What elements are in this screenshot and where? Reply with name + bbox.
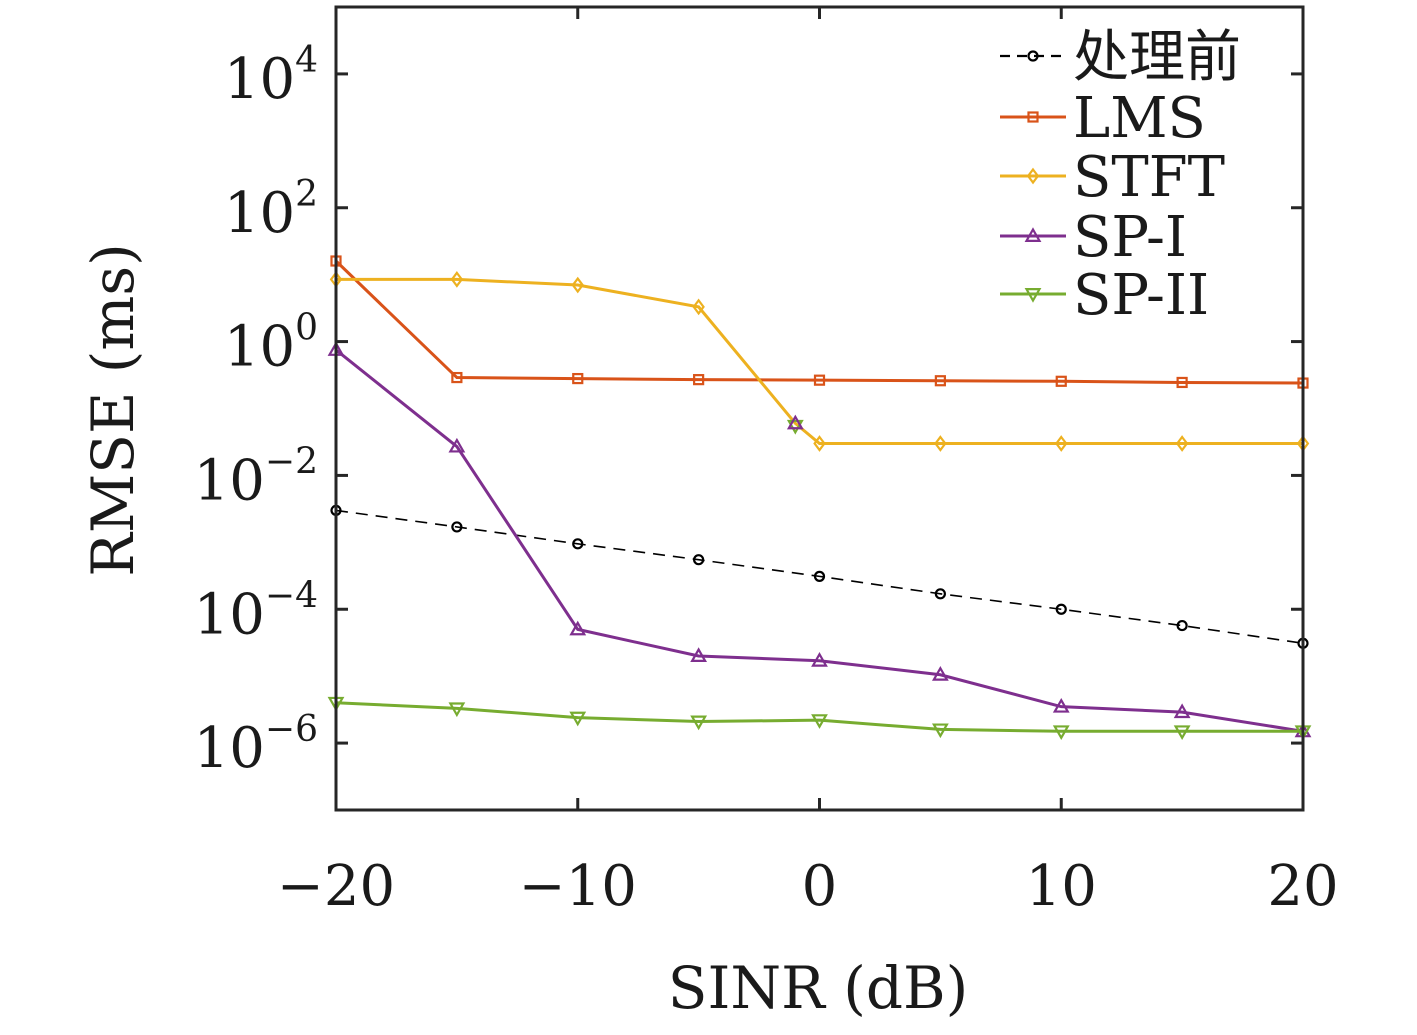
- y-axis-label: RMSE (ms): [79, 243, 147, 577]
- y-tick-label: 10−2: [194, 441, 318, 513]
- series-SP-I: [327, 341, 1312, 738]
- x-tick-label: −10: [519, 854, 637, 919]
- y-tick-label: 102: [224, 174, 318, 246]
- data-point: [1176, 619, 1188, 632]
- data-point: [1176, 376, 1188, 389]
- plot-area: [336, 7, 1303, 810]
- legend-entry: SP-II: [1000, 263, 1209, 328]
- series-line: [336, 277, 1303, 445]
- data-point: [569, 711, 587, 727]
- data-point: [1055, 603, 1067, 615]
- legend-entry: 处理前: [1000, 25, 1241, 90]
- series-SP-II: [327, 696, 1312, 741]
- legend-label: SP-I: [1073, 205, 1187, 270]
- data-point: [451, 521, 463, 533]
- legend-label: SP-II: [1073, 263, 1209, 328]
- legend-marker: [1027, 111, 1039, 123]
- data-point: [690, 715, 708, 731]
- legend-entry: STFT: [1000, 145, 1225, 210]
- data-point: [572, 372, 584, 385]
- x-tick-label: 10: [1026, 854, 1097, 919]
- data-point: [569, 620, 587, 636]
- series-line: [335, 509, 1304, 645]
- data-point: [813, 374, 826, 386]
- series-layer: [327, 255, 1312, 741]
- data-point: [1055, 435, 1068, 452]
- legend-label: LMS: [1073, 86, 1206, 151]
- x-tick-label: 20: [1267, 854, 1338, 919]
- ticks-layer: −20 −10 0 10 20 104 102 100 10−2 10−4 10−6: [194, 7, 1339, 919]
- data-point: [813, 435, 826, 452]
- x-tick-label: 0: [802, 854, 838, 919]
- series-line: [335, 701, 1303, 733]
- legend-entry: LMS: [1000, 86, 1206, 151]
- series-处理前: [330, 504, 1309, 649]
- y-tick-label: 10−4: [194, 575, 318, 647]
- legend-marker: [1026, 167, 1040, 185]
- data-point: [813, 570, 826, 582]
- data-point: [1173, 725, 1191, 741]
- data-point: [1055, 375, 1067, 387]
- data-point: [690, 647, 708, 662]
- x-tick-label: −20: [277, 854, 395, 919]
- series-line: [335, 348, 1304, 733]
- series-line: [334, 259, 1304, 385]
- data-point: [693, 374, 705, 386]
- data-point: [934, 435, 947, 452]
- data-point: [1052, 725, 1070, 741]
- data-point: [934, 588, 946, 600]
- data-point: [692, 298, 705, 316]
- legend-marker: [1027, 50, 1039, 62]
- legend-marker: [1024, 227, 1042, 242]
- data-point: [572, 538, 584, 550]
- legend-label: STFT: [1073, 145, 1225, 210]
- data-point: [1173, 703, 1191, 719]
- data-point: [1175, 435, 1189, 452]
- data-point: [934, 375, 946, 387]
- legend-entry: SP-I: [1000, 205, 1187, 270]
- data-point: [571, 276, 584, 294]
- data-point: [931, 666, 949, 681]
- data-point: [786, 419, 804, 435]
- data-point: [693, 554, 705, 566]
- y-tick-label: 10−6: [194, 709, 318, 781]
- data-point: [1052, 697, 1070, 713]
- data-point: [448, 437, 466, 453]
- data-point: [811, 652, 828, 667]
- data-point: [931, 723, 949, 739]
- y-tick-label: 100: [224, 308, 318, 380]
- legend-marker: [1024, 288, 1042, 303]
- data-point: [786, 414, 804, 430]
- data-point: [451, 371, 463, 384]
- data-point: [450, 271, 464, 288]
- y-tick-label: 104: [224, 40, 318, 112]
- legend-label: 处理前: [1073, 25, 1241, 90]
- data-point: [811, 714, 828, 729]
- data-point: [448, 702, 466, 718]
- x-axis-label: SINR (dB): [668, 954, 969, 1022]
